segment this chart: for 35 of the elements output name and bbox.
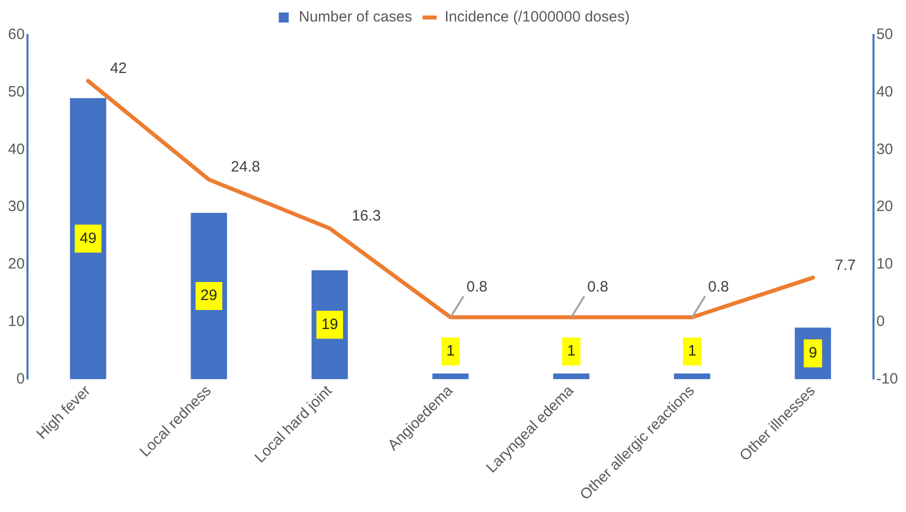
y2-tick-label: 20 (876, 198, 894, 216)
y-tick-label: 10 (8, 312, 25, 330)
bar (432, 373, 469, 380)
data-label: 29 (200, 287, 218, 304)
y2-tick-label: 40 (876, 84, 894, 101)
data-label: 49 (80, 230, 96, 247)
bar (190, 212, 228, 380)
bar (674, 373, 710, 380)
y-tick-label: 30 (8, 198, 25, 216)
y2-tick-label: -10 (876, 370, 898, 388)
legend-label: Number of cases (298, 8, 412, 26)
bar (70, 98, 106, 380)
legend-label: Incidence (/1000000 doses) (444, 8, 630, 26)
y-tick-label: 50 (8, 84, 25, 101)
y-tick-label: 20 (8, 256, 25, 273)
data-label: 1 (688, 342, 696, 360)
y2-tick-label: 0 (876, 312, 885, 330)
y2-tick-label: 10 (876, 256, 894, 273)
data-label: 1 (446, 342, 455, 360)
y-tick-label: 0 (16, 370, 25, 388)
y-tick-label: 40 (8, 140, 25, 158)
bar (553, 373, 590, 380)
data-label: 1 (567, 342, 576, 360)
y-tick-label: 60 (8, 26, 25, 44)
y2-tick-label: 50 (876, 26, 894, 44)
data-label: 9 (808, 344, 818, 362)
data-label: 7.7 (834, 256, 856, 274)
data-label: 19 (321, 316, 338, 333)
y2-tick-label: 30 (876, 140, 894, 158)
data-label: 0.8 (708, 278, 729, 296)
data-label: 0.8 (587, 278, 608, 296)
data-label: 0.8 (466, 278, 488, 296)
data-label: 42 (110, 60, 127, 78)
data-label: 24.8 (230, 158, 260, 176)
data-label: 16.3 (352, 207, 381, 224)
